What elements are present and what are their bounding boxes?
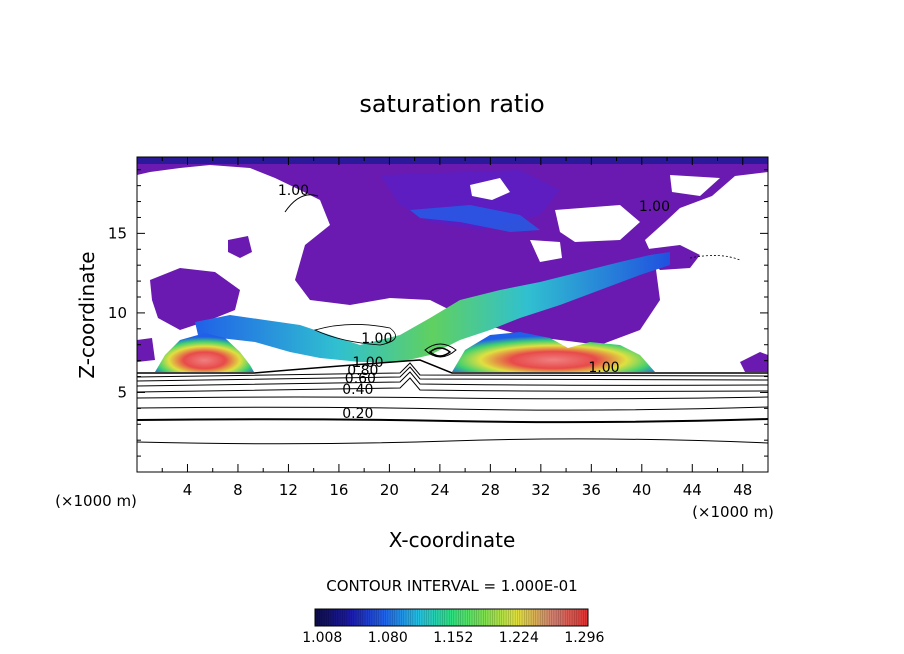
x-axis-unit: (×1000 m)	[692, 503, 774, 521]
x-tick-label: 20	[380, 481, 399, 499]
x-tick-label: 44	[683, 481, 702, 499]
x-tick-label: 12	[279, 481, 298, 499]
y-tick-label: 5	[117, 383, 127, 401]
x-tick-label: 32	[531, 481, 550, 499]
left-cap-cloud	[155, 333, 254, 372]
colorbar	[314, 608, 589, 627]
contour-label: 0.80	[347, 363, 378, 379]
x-axis-label: X-coordinate	[389, 528, 516, 552]
y-axis-label: Z-coordinate	[75, 251, 99, 378]
colorbar-tick-label: 1.224	[499, 630, 539, 646]
colorbar-tick-labels: 1.008 1.080 1.152 1.224 1.296	[302, 630, 604, 646]
y-axis-unit: (×1000 m)	[55, 492, 137, 510]
x-tick-label: 24	[430, 481, 449, 499]
contour-label: 1.00	[639, 199, 670, 215]
contour-label: 0.20	[342, 406, 373, 422]
colorbar-tick-label: 1.080	[368, 630, 408, 646]
contour-labels: 0.200.400.600.801.001.001.001.001.00	[278, 183, 670, 422]
contour-label: 0.60	[345, 371, 376, 387]
plot-area: 0.200.400.600.801.001.001.001.001.00	[137, 157, 768, 445]
upper-jet	[410, 205, 540, 232]
colorbar-tick-label: 1.296	[564, 630, 604, 646]
colorbar-tick-label: 1.152	[433, 630, 473, 646]
chart-title: saturation ratio	[359, 90, 544, 118]
y-axis-ticks: 5 10 15	[108, 169, 768, 457]
white-gaps	[470, 175, 768, 345]
y-tick-label: 15	[108, 224, 127, 242]
contour-label: 1.00	[352, 355, 383, 371]
contour-interval: CONTOUR INTERVAL = 1.000E-01	[326, 577, 577, 595]
contour-label: 1.00	[278, 183, 309, 199]
mid-level-band	[195, 252, 670, 362]
contour-label: 1.00	[361, 331, 392, 347]
x-tick-label: 8	[233, 481, 243, 499]
x-tick-label: 40	[632, 481, 651, 499]
x-tick-label: 4	[183, 481, 193, 499]
contour-label: 1.00	[588, 360, 619, 376]
central-cap-cloud	[452, 332, 655, 372]
x-tick-label: 28	[481, 481, 500, 499]
colorbar-stripes	[316, 609, 587, 626]
stable-contour-lines	[137, 194, 768, 445]
x-tick-label: 36	[582, 481, 601, 499]
colorbar-tick-label: 1.008	[302, 630, 342, 646]
contour-label: 0.40	[342, 382, 373, 398]
y-tick-label: 10	[108, 304, 127, 322]
x-tick-label: 48	[733, 481, 752, 499]
x-tick-label: 16	[329, 481, 348, 499]
x-axis-ticks: 4 8 12 16 20 24 28 32 36 40 44 48	[161, 157, 752, 499]
plot-frame	[136, 156, 769, 473]
